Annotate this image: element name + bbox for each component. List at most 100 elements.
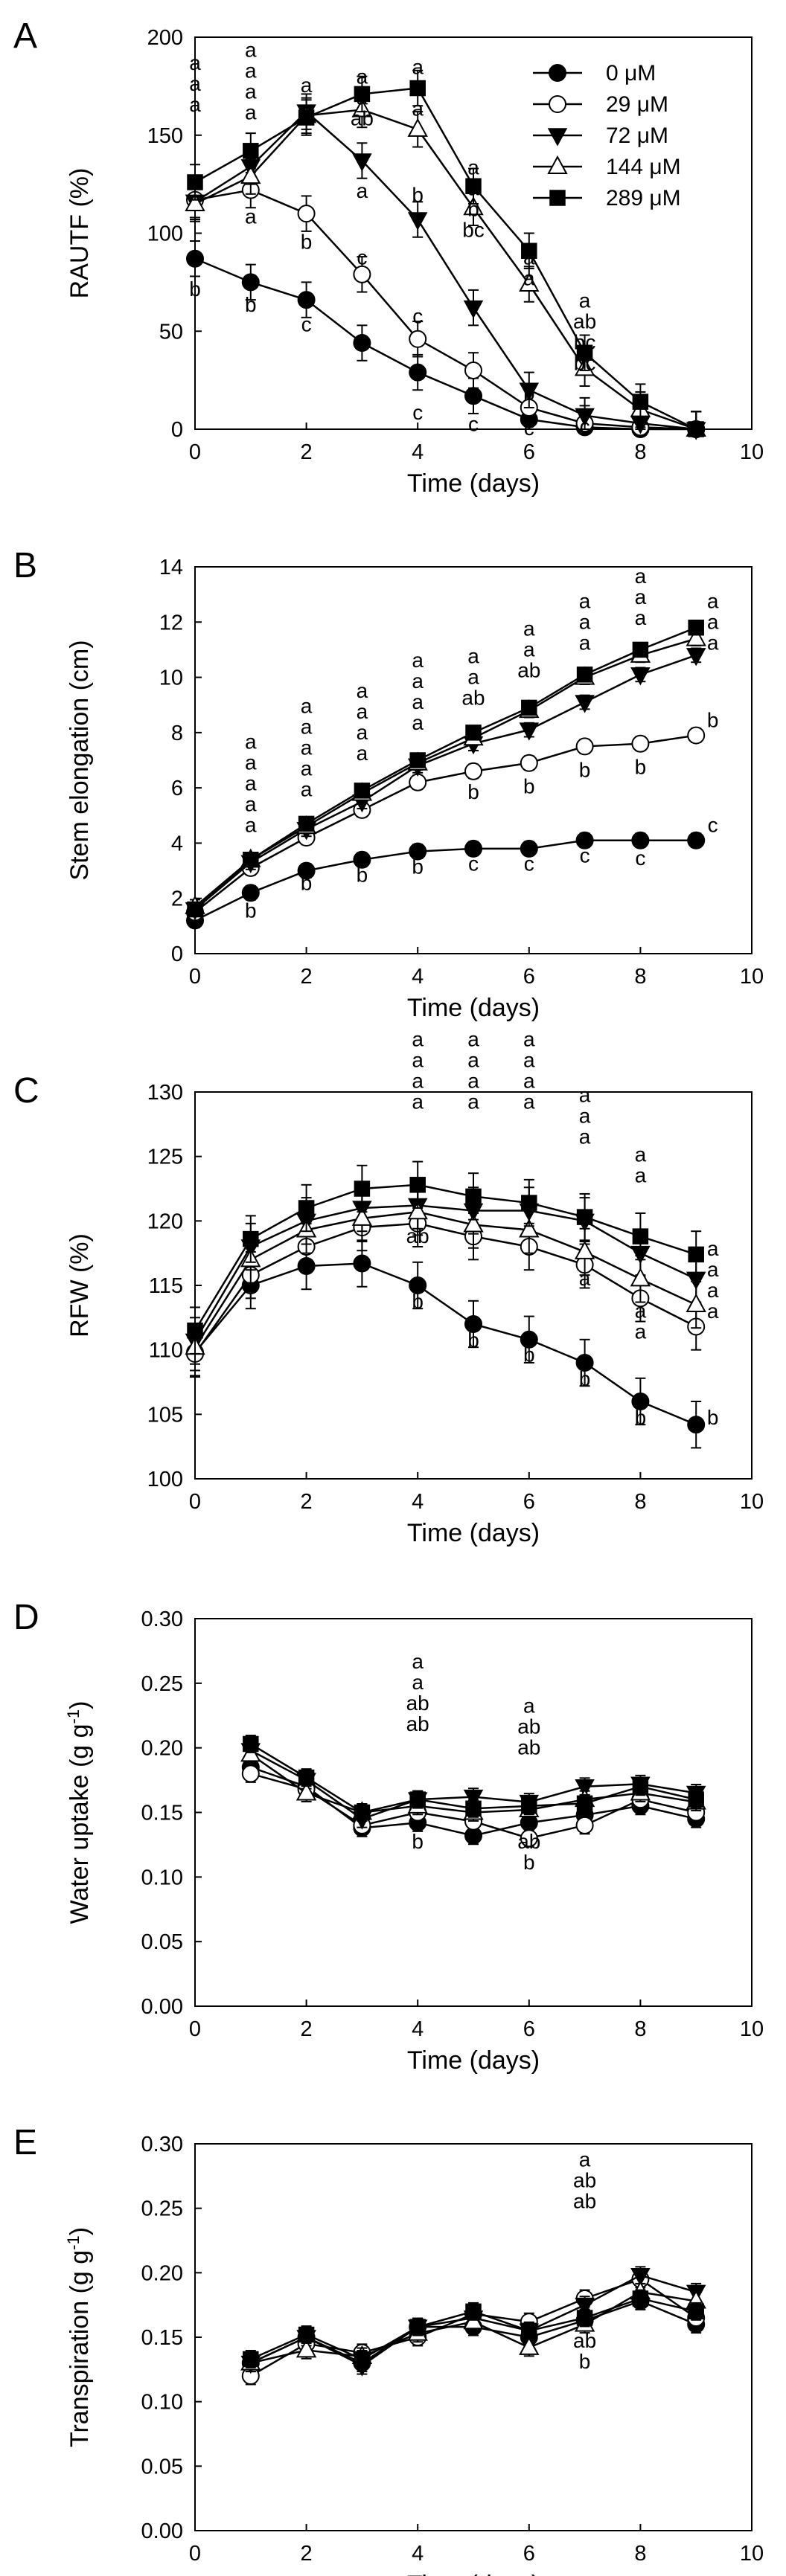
data-point <box>687 726 706 745</box>
y-tick-label: 200 <box>147 26 183 50</box>
data-point <box>632 1228 649 1244</box>
legend-marker <box>549 190 566 206</box>
data-point <box>407 212 428 231</box>
data-point <box>409 752 426 768</box>
significance-letter: ab <box>573 310 596 333</box>
significance-letter: a <box>579 1083 591 1106</box>
significance-letter: d <box>357 333 368 356</box>
data-point <box>630 1268 651 1287</box>
y-tick-label: 0.00 <box>141 1995 183 2019</box>
x-tick-label: 0 <box>189 1490 201 1514</box>
significance-letter: a <box>189 93 201 116</box>
significance-letter: a <box>357 721 368 744</box>
significance-letter: ab <box>573 2190 596 2213</box>
x-tick-label: 8 <box>634 1490 646 1514</box>
significance-letter: b <box>579 2350 591 2373</box>
significance-letter: b <box>707 1406 719 1429</box>
y-tick-label: 0.15 <box>141 1802 183 1825</box>
data-point <box>520 754 538 772</box>
data-point <box>686 1293 706 1312</box>
data-point <box>353 334 371 353</box>
data-point <box>409 1791 426 1808</box>
significance-letter: bc <box>574 331 596 354</box>
significance-letter: ab <box>351 107 374 130</box>
x-axis-label: Time (days) <box>407 1519 540 1547</box>
data-point <box>353 265 371 283</box>
significance-letter: a <box>523 1049 535 1072</box>
y-tick-label: 0.05 <box>141 1930 183 1954</box>
x-tick-label: 6 <box>523 440 535 464</box>
panel-letter: B <box>13 546 37 585</box>
data-point <box>463 300 484 319</box>
data-point <box>353 1254 371 1273</box>
significance-letter: a <box>412 649 424 672</box>
significance-letter: bc <box>462 218 485 241</box>
data-point <box>519 1218 540 1238</box>
significance-letter: a <box>467 1028 479 1051</box>
significance-letter: b <box>412 1830 424 1853</box>
data-point <box>575 1354 594 1372</box>
significance-letter: a <box>635 585 647 608</box>
significance-letter: a <box>707 1300 719 1323</box>
significance-letter: a <box>412 1049 424 1072</box>
x-tick-label: 4 <box>412 2017 424 2041</box>
legend-marker <box>549 64 566 82</box>
significance-letter: b <box>523 1851 535 1874</box>
y-axis-label-close: ) <box>66 1701 94 1709</box>
series-line <box>194 1262 697 1426</box>
data-point <box>465 725 482 741</box>
significance-letter: a <box>467 1070 479 1093</box>
series-line <box>194 839 697 922</box>
significance-letter: c <box>412 401 423 424</box>
x-tick-label: 2 <box>301 2542 313 2566</box>
data-point <box>354 86 371 103</box>
y-tick-label: 8 <box>171 722 183 745</box>
significance-letter: a <box>245 751 257 774</box>
data-point <box>521 1195 537 1211</box>
significance-letter: a <box>245 772 257 795</box>
data-point <box>631 831 650 849</box>
legend-marker <box>547 155 568 174</box>
data-point <box>686 627 706 646</box>
data-point <box>688 421 704 437</box>
significance-letter: a <box>579 1267 591 1290</box>
y-axis-label: Water uptake (g g-1) <box>64 1701 95 1924</box>
data-point <box>187 174 203 190</box>
panel-letter: E <box>13 2123 37 2162</box>
data-point <box>575 737 594 756</box>
y-tick-label: 130 <box>147 1081 183 1105</box>
series-line <box>194 734 697 913</box>
significance-letter: a <box>467 666 479 689</box>
significance-letter: a <box>412 97 424 120</box>
data-point <box>243 1735 259 1753</box>
series-line <box>194 637 697 908</box>
significance-letter: b <box>635 1406 647 1429</box>
significance-letter: a <box>357 65 368 89</box>
data-point <box>409 1276 427 1294</box>
significance-letter: ab <box>517 1715 540 1738</box>
significance-letter: a <box>412 76 424 99</box>
y-tick-label: 0.10 <box>141 1866 183 1889</box>
data-point <box>465 2303 482 2320</box>
significance-letter: a <box>245 101 257 124</box>
significance-letter: a <box>467 155 479 179</box>
data-point <box>576 667 593 683</box>
x-tick-label: 6 <box>523 2017 535 2041</box>
x-tick-label: 4 <box>412 965 424 989</box>
significance-letter: a <box>579 1125 591 1148</box>
data-point <box>241 273 260 292</box>
data-point <box>295 1782 317 1801</box>
significance-letter: b <box>301 872 313 895</box>
significance-letter: a <box>412 1070 424 1093</box>
significance-letter: a <box>301 757 313 780</box>
data-point <box>465 1800 482 1817</box>
x-tick-label: 4 <box>412 2542 424 2566</box>
legend-item: 0 μM <box>533 61 656 86</box>
series-line <box>194 1222 697 1355</box>
x-tick-label: 10 <box>740 965 764 989</box>
series-289-uM <box>187 619 704 918</box>
significance-letter: a <box>523 617 535 640</box>
x-tick-label: 2 <box>301 1490 313 1514</box>
data-point <box>519 382 540 401</box>
significance-letter: a <box>579 289 591 312</box>
